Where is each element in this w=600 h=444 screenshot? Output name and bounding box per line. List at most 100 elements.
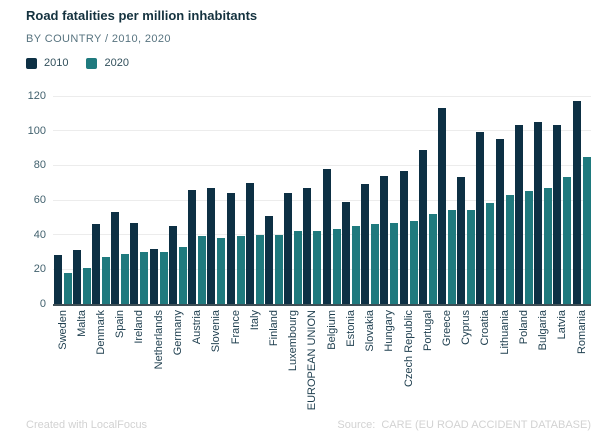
x-tick-cell: Cyprus: [457, 310, 476, 414]
x-tick-label-France: France: [229, 310, 242, 345]
bar-2010-Czech Republic[interactable]: [399, 170, 408, 304]
x-tick-label-Estonia: Estonia: [344, 310, 357, 347]
x-tick-label-Germany: Germany: [171, 310, 184, 356]
bar-2020-Finland[interactable]: [275, 234, 284, 304]
x-tick-label-Hungary: Hungary: [383, 310, 396, 352]
bar-2020-Sweden[interactable]: [63, 272, 72, 304]
x-tick-label-Latvia: Latvia: [556, 310, 569, 340]
x-tick-label-EUROPEAN UNION: EUROPEAN UNION: [306, 310, 319, 411]
bar-2010-Netherlands[interactable]: [149, 248, 158, 304]
legend-item-2010[interactable]: 2010: [26, 57, 68, 69]
legend-label: 2010: [44, 57, 69, 69]
bar-group-EUROPEAN UNION: [303, 96, 322, 304]
chart-subtitle: BY COUNTRY / 2010, 2020: [26, 33, 171, 45]
bar-2020-Denmark[interactable]: [102, 257, 111, 304]
bar-group-Finland: [264, 96, 284, 304]
x-tick-cell: Germany: [168, 310, 187, 414]
bar-2020-Croatia[interactable]: [486, 203, 495, 304]
bar-2010-Hungary[interactable]: [380, 175, 389, 304]
legend-item-2020[interactable]: 2020: [86, 57, 129, 69]
x-tick-label-Czech Republic: Czech Republic: [402, 310, 415, 388]
bar-2010-Portugal[interactable]: [418, 149, 427, 304]
x-tick-cell: Greece: [437, 310, 456, 414]
bar-2020-Austria[interactable]: [198, 236, 207, 304]
bar-2020-Bulgaria[interactable]: [544, 187, 553, 304]
x-tick-cell: Austria: [188, 310, 207, 414]
bar-group-Austria: [188, 96, 207, 304]
bar-2010-Bulgaria[interactable]: [534, 122, 543, 304]
bar-2020-Spain[interactable]: [121, 253, 130, 304]
bar-group-Sweden: [53, 96, 72, 304]
bar-2010-Germany[interactable]: [168, 226, 177, 304]
bar-2010-Austria[interactable]: [188, 189, 197, 304]
bar-2020-Ireland[interactable]: [140, 252, 149, 304]
bar-2010-Malta[interactable]: [72, 250, 81, 304]
bar-2020-Luxembourg[interactable]: [294, 231, 303, 304]
bar-2010-Finland[interactable]: [265, 215, 274, 304]
x-tick-cell: Portugal: [418, 310, 437, 414]
bar-group-Belgium: [322, 96, 341, 304]
bar-2020-France[interactable]: [236, 236, 245, 304]
x-tick-label-Lithuania: Lithuania: [498, 310, 511, 355]
bar-2010-Sweden[interactable]: [53, 255, 62, 304]
source-label: Source:: [337, 419, 376, 431]
bar-2020-Hungary[interactable]: [390, 222, 399, 304]
x-tick-cell: Italy: [245, 310, 264, 414]
y-tick-label-120: 120: [27, 90, 46, 102]
bar-2010-Greece[interactable]: [437, 108, 446, 304]
bar-2020-Germany[interactable]: [178, 246, 187, 304]
bar-2020-Slovakia[interactable]: [371, 224, 380, 304]
x-tick-cell: France: [226, 310, 245, 414]
bar-group-Portugal: [418, 96, 437, 304]
x-tick-label-Malta: Malta: [75, 310, 88, 337]
bar-2020-Czech Republic[interactable]: [409, 220, 418, 304]
bar-2020-Estonia[interactable]: [351, 226, 360, 304]
x-tick-cell: Poland: [514, 310, 533, 414]
bar-2020-Lithuania[interactable]: [505, 194, 514, 304]
bar-2020-Slovenia[interactable]: [217, 238, 226, 304]
bar-2010-Belgium[interactable]: [322, 168, 331, 304]
x-tick-label-Poland: Poland: [517, 310, 530, 345]
bar-2010-Italy[interactable]: [245, 182, 254, 304]
bar-2010-Estonia[interactable]: [341, 201, 350, 304]
gridline-60: [53, 199, 591, 201]
bar-2010-Slovakia[interactable]: [361, 184, 370, 304]
bar-2020-Italy[interactable]: [255, 234, 264, 304]
bar-2020-Malta[interactable]: [82, 267, 91, 304]
bar-2020-Cyprus[interactable]: [467, 210, 476, 304]
bar-2020-EUROPEAN UNION[interactable]: [313, 231, 322, 304]
x-tick-label-Cyprus: Cyprus: [460, 310, 473, 345]
bar-2020-Romania[interactable]: [582, 156, 591, 304]
bar-2010-Ireland[interactable]: [130, 222, 139, 304]
bar-2020-Netherlands[interactable]: [159, 252, 168, 304]
x-tick-cell: Belgium: [322, 310, 341, 414]
bar-2010-EUROPEAN UNION[interactable]: [303, 187, 312, 304]
bar-2020-Poland[interactable]: [524, 191, 533, 304]
bar-2010-Cyprus[interactable]: [457, 177, 466, 304]
bar-2010-Spain[interactable]: [111, 212, 120, 304]
y-axis: 0 20 40 60 80 100 120: [0, 90, 46, 310]
gridline-100: [53, 130, 591, 132]
bar-2010-Lithuania[interactable]: [495, 139, 504, 304]
bar-2010-Slovenia[interactable]: [207, 187, 216, 304]
bar-2010-Latvia[interactable]: [553, 125, 562, 304]
x-tick-cell: Hungary: [380, 310, 399, 414]
x-tick-cell: Sweden: [53, 310, 72, 414]
x-tick-cell: Luxembourg: [284, 310, 303, 414]
bar-2020-Latvia[interactable]: [563, 177, 572, 304]
bar-2020-Belgium[interactable]: [332, 229, 341, 304]
legend-label: 2020: [104, 57, 129, 69]
x-tick-label-Slovenia: Slovenia: [210, 310, 223, 353]
bar-group-France: [226, 96, 245, 304]
x-tick-label-Denmark: Denmark: [95, 310, 108, 355]
bar-group-Netherlands: [149, 96, 168, 304]
bar-2010-France[interactable]: [226, 193, 235, 304]
bar-2020-Portugal[interactable]: [428, 213, 437, 304]
bar-group-Hungary: [380, 96, 399, 304]
bar-2010-Luxembourg[interactable]: [284, 193, 293, 304]
bar-2010-Croatia[interactable]: [476, 132, 485, 304]
bar-2010-Romania[interactable]: [572, 101, 581, 304]
bar-2010-Denmark[interactable]: [92, 224, 101, 304]
bar-2020-Greece[interactable]: [447, 210, 456, 304]
bar-2010-Poland[interactable]: [514, 125, 523, 304]
